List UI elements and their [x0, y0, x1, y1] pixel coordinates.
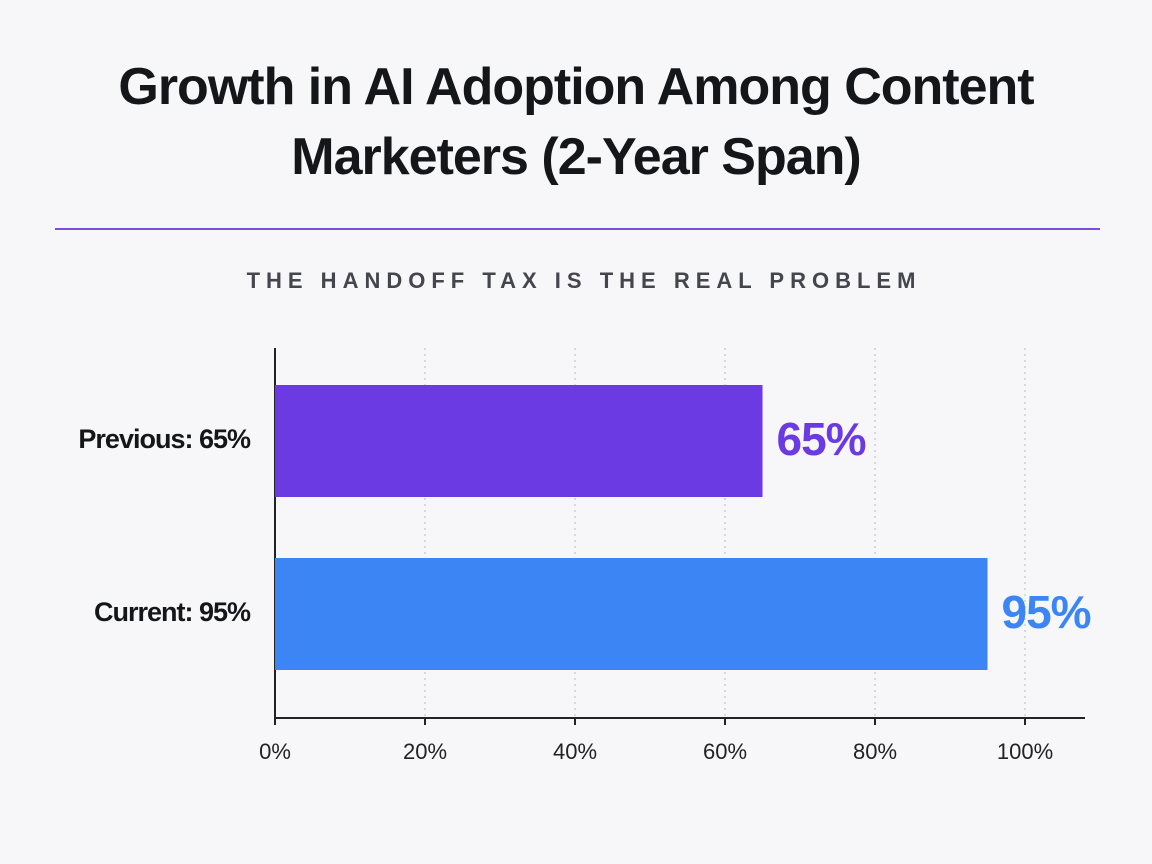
y-tick-label: Current: 95%: [94, 597, 251, 627]
bar: [275, 385, 763, 497]
x-tick-label: 20%: [403, 739, 447, 764]
value-label: 95%: [1002, 586, 1091, 638]
x-tick-label: 80%: [853, 739, 897, 764]
x-tick-label: 0%: [259, 739, 291, 764]
bar: [275, 558, 988, 670]
x-tick-label: 100%: [997, 739, 1053, 764]
y-tick-label: Previous: 65%: [78, 424, 251, 454]
value-label: 65%: [777, 413, 866, 465]
x-tick-label: 40%: [553, 739, 597, 764]
chart-subtitle: THE HANDOFF TAX IS THE REAL PROBLEM: [247, 268, 922, 293]
chart-title: Growth in AI Adoption Among Content Mark…: [118, 58, 1034, 186]
x-tick-label: 60%: [703, 739, 747, 764]
